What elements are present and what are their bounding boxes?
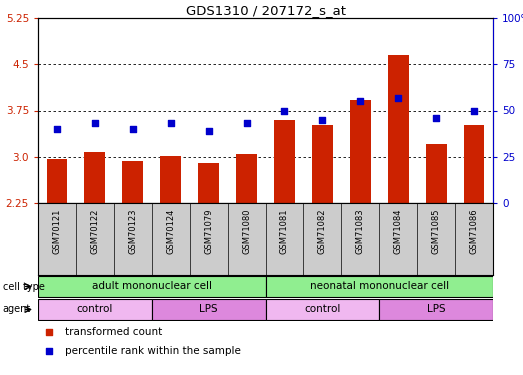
Text: GSM71085: GSM71085	[431, 209, 440, 254]
Bar	[122, 161, 143, 203]
Text: GSM71080: GSM71080	[242, 209, 251, 254]
Bar	[266, 299, 379, 320]
Bar	[84, 152, 105, 203]
Bar	[463, 124, 484, 203]
Point	[356, 98, 365, 104]
Point	[318, 117, 326, 123]
Text: control: control	[77, 304, 113, 314]
Text: GSM70121: GSM70121	[52, 209, 62, 254]
Point	[204, 128, 213, 134]
Bar	[38, 276, 266, 297]
Point	[470, 108, 478, 114]
Text: GSM71084: GSM71084	[394, 209, 403, 254]
Bar	[379, 299, 493, 320]
Text: GSM71083: GSM71083	[356, 209, 365, 254]
Point	[166, 120, 175, 126]
Text: adult mononuclear cell: adult mononuclear cell	[92, 281, 212, 291]
Text: GSM70124: GSM70124	[166, 209, 175, 254]
Point	[90, 120, 99, 126]
Text: LPS: LPS	[199, 304, 218, 314]
Bar	[47, 159, 67, 203]
Bar	[266, 276, 493, 297]
Text: neonatal mononuclear cell: neonatal mononuclear cell	[310, 281, 449, 291]
Point	[129, 126, 137, 132]
Bar	[350, 100, 371, 203]
Text: GSM70122: GSM70122	[90, 209, 99, 254]
Text: control: control	[304, 304, 340, 314]
Point	[242, 120, 251, 126]
Point	[53, 126, 61, 132]
Text: GSM71079: GSM71079	[204, 209, 213, 254]
Bar	[152, 299, 266, 320]
Text: agent: agent	[3, 304, 31, 315]
Point	[432, 115, 440, 121]
Text: GSM71082: GSM71082	[318, 209, 327, 254]
Text: cell type: cell type	[3, 282, 44, 291]
Title: GDS1310 / 207172_s_at: GDS1310 / 207172_s_at	[186, 4, 346, 17]
Point	[394, 94, 402, 100]
Text: GSM70123: GSM70123	[128, 209, 138, 254]
Text: GSM71081: GSM71081	[280, 209, 289, 254]
Bar	[198, 163, 219, 203]
Point	[280, 108, 289, 114]
Bar	[388, 55, 408, 203]
Text: transformed count: transformed count	[65, 327, 163, 337]
Bar	[236, 154, 257, 203]
Bar	[38, 299, 152, 320]
Bar	[426, 144, 447, 203]
Point	[45, 329, 53, 335]
Text: percentile rank within the sample: percentile rank within the sample	[65, 346, 241, 356]
Point	[45, 348, 53, 354]
Text: LPS: LPS	[427, 304, 446, 314]
Bar	[160, 156, 181, 203]
Text: GSM71086: GSM71086	[470, 209, 479, 254]
Bar	[274, 120, 295, 203]
Bar	[312, 124, 333, 203]
